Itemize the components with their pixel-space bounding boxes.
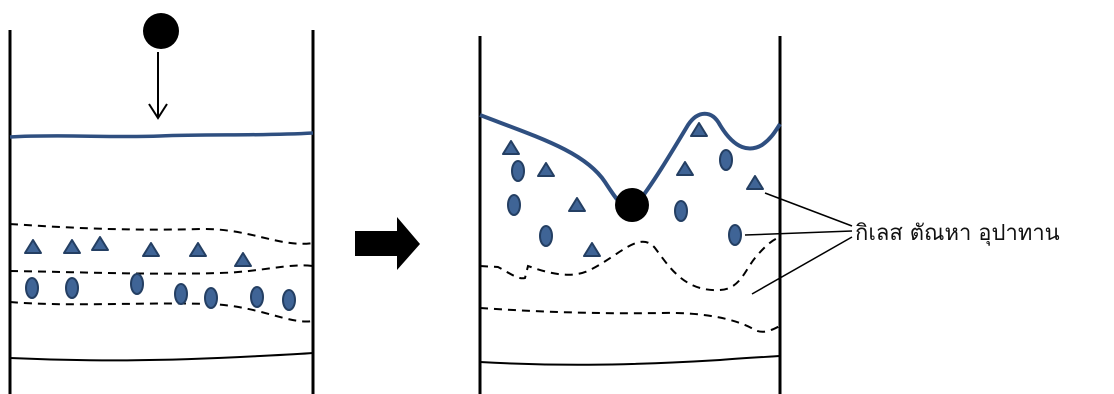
oval-particle-icon [282,289,296,311]
right-container [478,36,782,394]
black-ball-icon [143,13,179,49]
triangle-particle-icon [502,140,520,155]
oval-particle-icon [130,273,144,295]
oval-particles-right [507,149,742,247]
oval-particle-icon [507,194,521,216]
oval-particle-icon [719,149,733,171]
right-arrow-icon [355,217,420,270]
dashed-layer-boundary [9,301,314,323]
container-bottom-line [9,352,314,362]
triangle-particle-icon [537,162,555,177]
left-container [8,13,315,394]
dashed-layer-boundary [479,236,781,292]
dashed-layer-boundary [9,264,314,275]
triangle-particle-icon [676,161,694,176]
oval-particle-icon [204,287,218,309]
oval-particle-icon [25,277,39,299]
defilement-label: กิเลส ตัณหา อุปาทาน [855,221,1060,246]
callout-lines [744,192,853,295]
triangle-particle-icon [91,236,109,251]
oval-particle-icon [728,224,742,246]
black-ball-icon [615,188,649,222]
triangle-particle-icon [746,175,764,190]
oval-particle-icon [511,160,525,182]
oval-particle-icon [674,200,688,222]
oval-particle-icon [250,286,264,308]
container-bottom-line [479,355,781,366]
triangle-particles-right [502,122,764,257]
triangle-particle-icon [142,242,160,257]
dashed-layer-boundary [479,307,781,333]
triangle-particle-icon [583,242,601,257]
triangle-particle-icon [234,252,252,267]
oval-particle-icon [174,283,188,305]
triangle-particle-icon [690,122,708,137]
triangle-particles-left [24,236,252,267]
triangle-particle-icon [63,239,81,254]
oval-particles-left [25,273,296,311]
oval-particle-icon [539,225,553,247]
dashed-layer-boundary [9,223,314,245]
water-surface-calm [9,131,314,139]
triangle-particle-icon [189,242,207,257]
triangle-particle-icon [24,239,42,254]
down-arrow-icon [148,52,168,120]
water-surface-disturbed [479,111,782,210]
triangle-particle-icon [568,197,586,212]
oval-particle-icon [65,277,79,299]
